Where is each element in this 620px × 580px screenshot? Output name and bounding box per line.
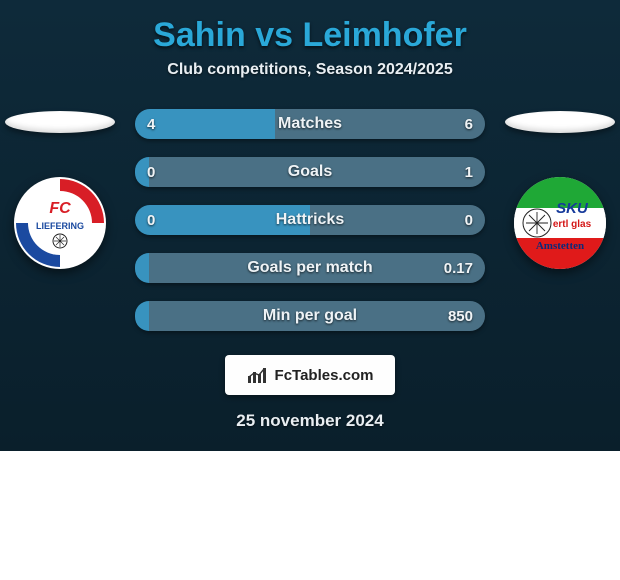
stat-label: Goals per match [135,259,485,277]
liefering-icon: FC LIEFERING [14,177,106,269]
stat-value-right: 0 [465,212,473,229]
club-badge-left: FC LIEFERING [14,177,106,269]
stat-value-right: 850 [448,308,473,325]
svg-text:ertl glas: ertl glas [553,219,592,230]
player-left-side: FC LIEFERING [0,97,120,269]
stat-value-right: 1 [465,164,473,181]
stat-label: Goals [135,163,485,181]
stat-label: Min per goal [135,307,485,325]
club-badge-left-inner: FC LIEFERING [14,177,106,269]
date-line: 25 november 2024 [0,411,620,431]
bars-icon [247,366,269,384]
player-right-side: SKU ertl glas Amstetten [500,97,620,269]
svg-text:LIEFERING: LIEFERING [36,221,84,231]
svg-text:Amstetten: Amstetten [536,240,584,252]
subtitle: Club competitions, Season 2024/2025 [0,61,620,97]
stat-label: Matches [135,115,485,133]
stat-row: Min per goal850 [135,301,485,331]
club-badge-right-inner: SKU ertl glas Amstetten [514,177,606,269]
stat-row: Goals per match0.17 [135,253,485,283]
svg-text:FC: FC [49,200,71,217]
svg-text:SKU: SKU [556,200,589,217]
comparison-widget: Sahin vs Leimhofer Club competitions, Se… [0,0,620,451]
stat-row: Goals0 1 [135,157,485,187]
nation-badge-right [505,111,615,133]
stat-value-left: 0 [147,212,155,229]
brand-text: FcTables.com [275,367,374,384]
body-zone: FC LIEFERING [0,97,620,431]
stat-row: Hattricks0 0 [135,205,485,235]
amstetten-icon: SKU ertl glas Amstetten [514,177,606,269]
nation-badge-left [5,111,115,133]
stat-value-right: 6 [465,116,473,133]
stat-value-right: 0.17 [444,260,473,277]
stat-value-left: 4 [147,116,155,133]
stat-row: Matches4 6 [135,109,485,139]
stats-list: Matches46Goals01Hattricks00Goals per mat… [135,97,485,331]
brand-box[interactable]: FcTables.com [225,355,395,395]
page-title: Sahin vs Leimhofer [0,0,620,61]
stat-label: Hattricks [135,211,485,229]
stat-value-left: 0 [147,164,155,181]
club-badge-right: SKU ertl glas Amstetten [514,177,606,269]
